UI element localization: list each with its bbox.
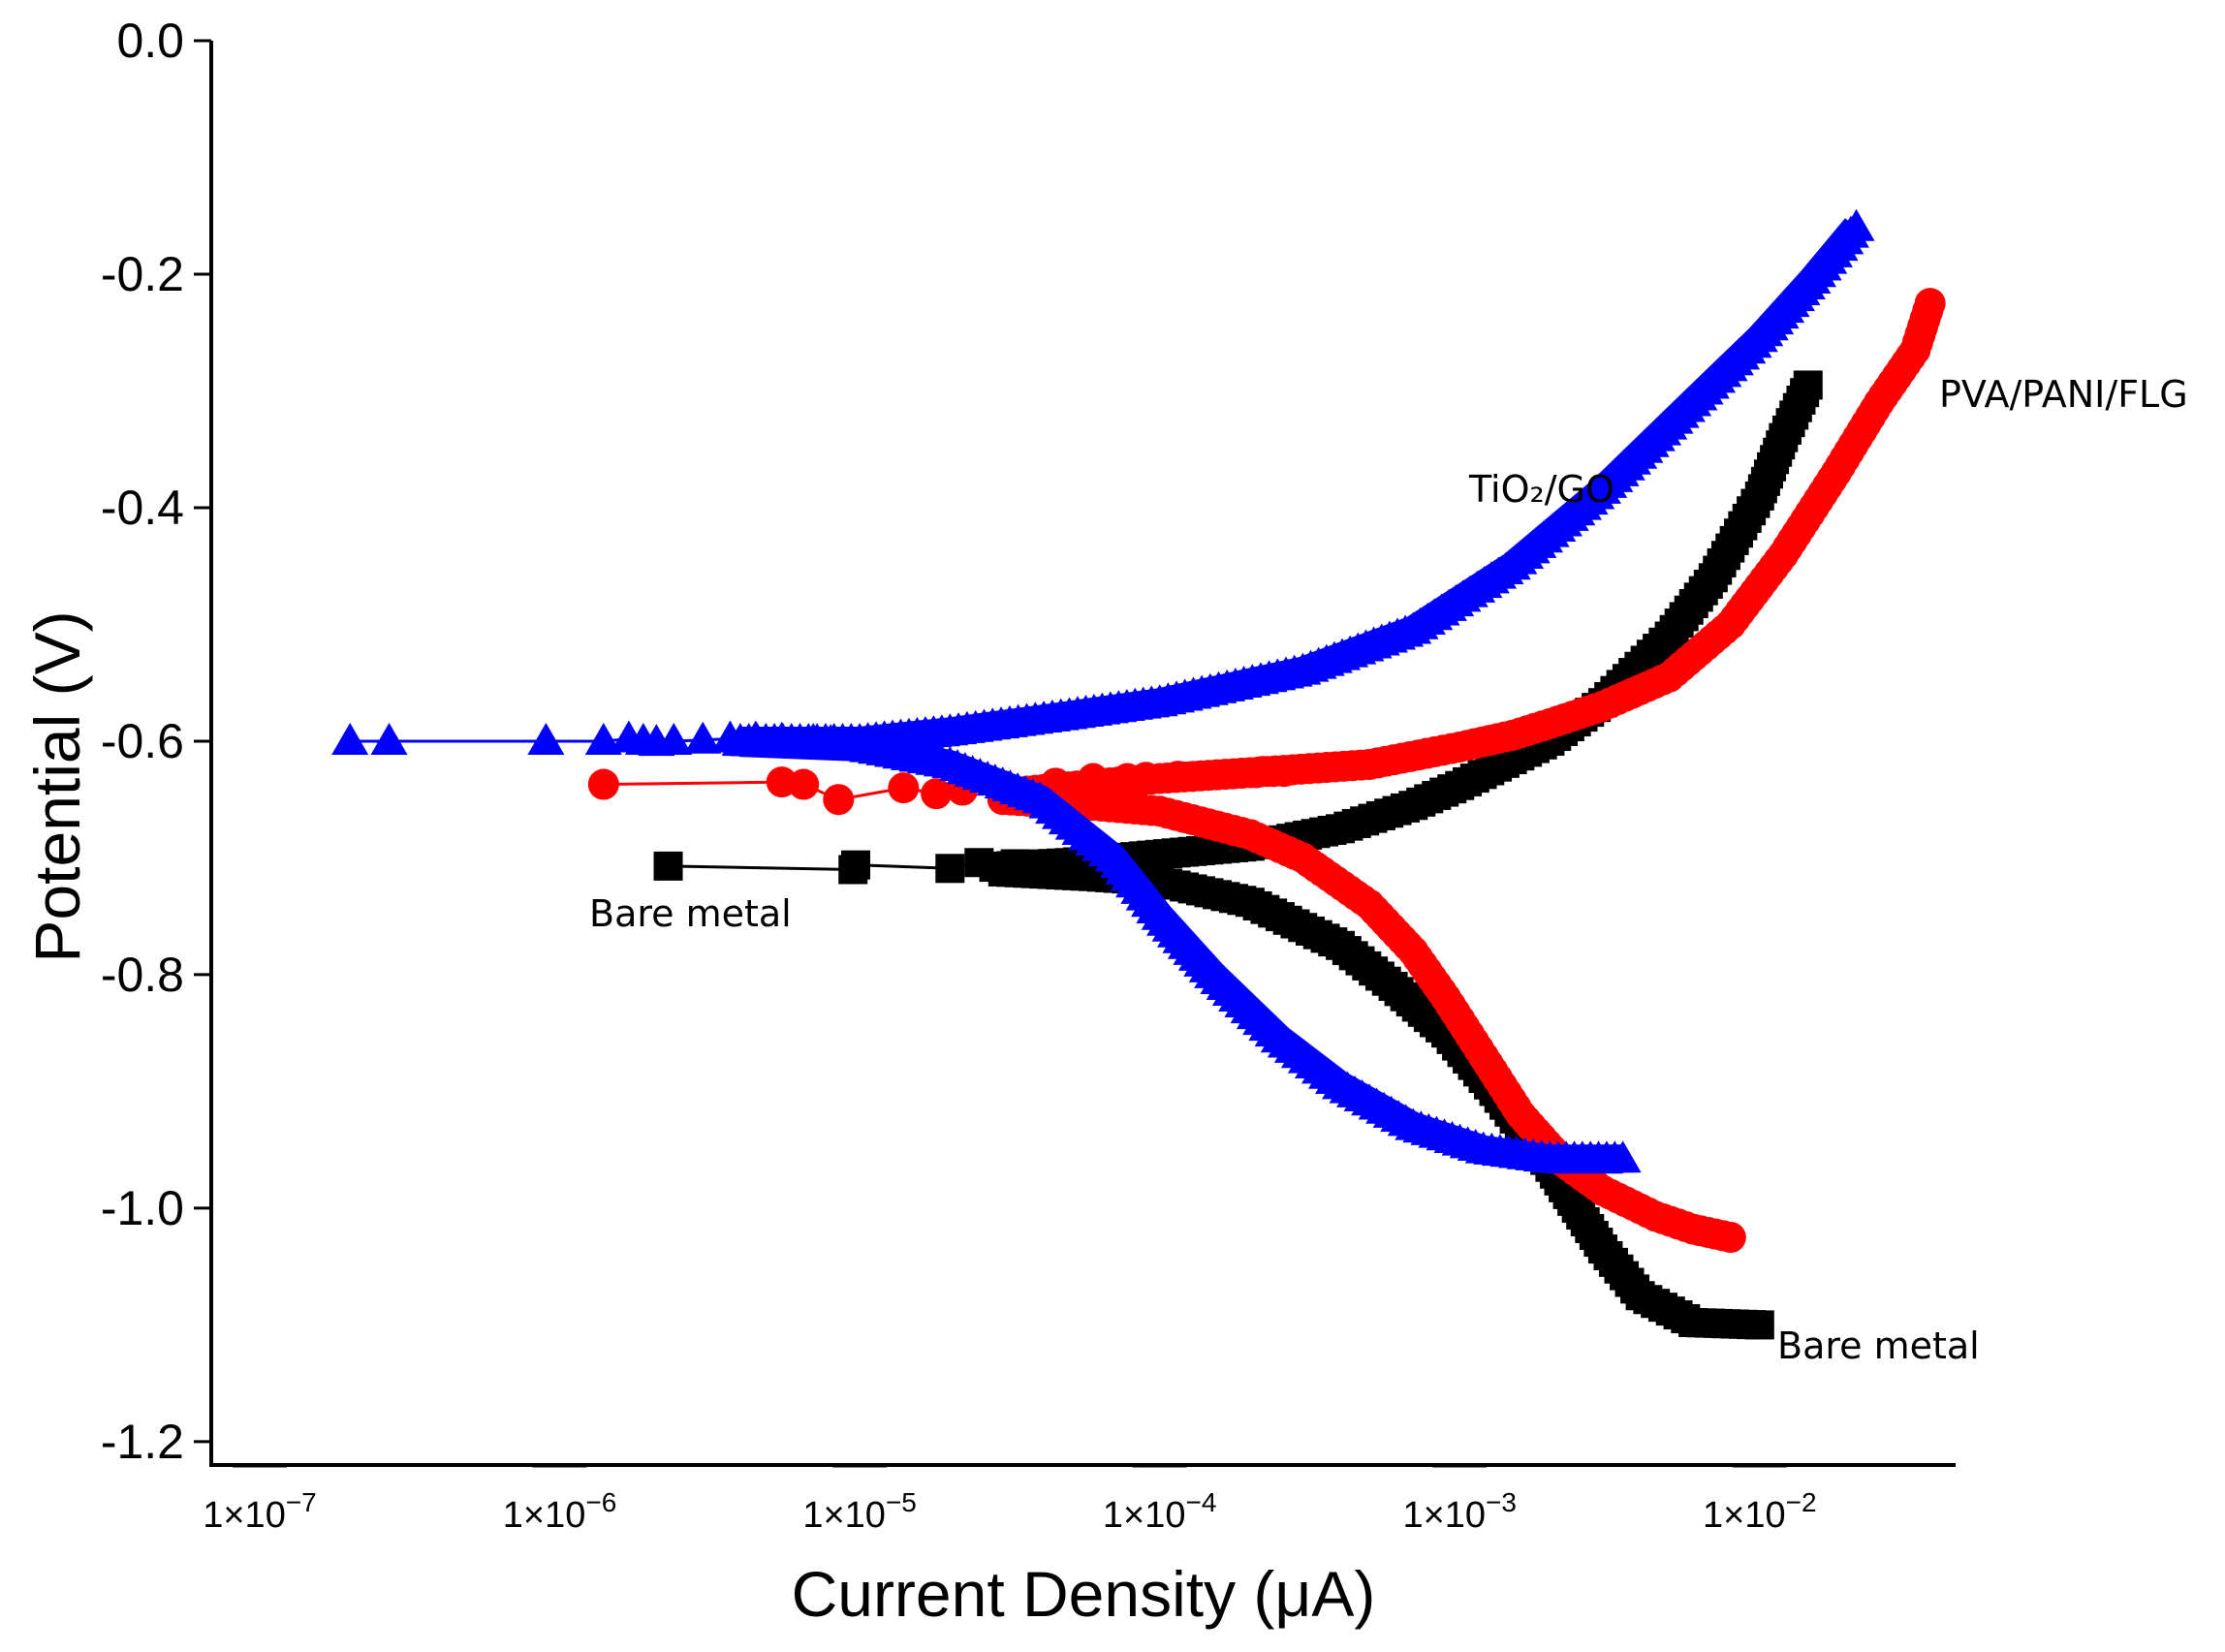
data-point-circle [587, 768, 619, 800]
annotation-tio2-go: TiO₂/GO [1468, 468, 1614, 511]
series-1 [587, 288, 1946, 1254]
x-tick-label: 1×10−6 [503, 1487, 617, 1536]
y-tick-label: 0.0 [116, 14, 184, 68]
x-tick-label: 1×10−3 [1402, 1487, 1517, 1536]
data-point-square [841, 850, 871, 880]
data-point-triangle [684, 721, 722, 754]
series-layer [331, 208, 1946, 1340]
data-point-square [653, 851, 683, 881]
x-tick-label: 1×10−4 [1103, 1487, 1217, 1536]
y-tick-label: -0.6 [101, 714, 184, 768]
data-point-triangle [370, 722, 408, 755]
annotation-bare-metal-right: Bare metal [1777, 1325, 1980, 1367]
x-tick-label: 1×10−2 [1703, 1487, 1817, 1536]
data-point-square [1793, 370, 1823, 400]
tick-layer: 0.0 -0.2 -0.4 -0.6 -0.8 -1.0 -1.2 1×10−7 1×10−6 1… [101, 14, 1817, 1536]
x-tick-label: 1×10−5 [802, 1487, 917, 1536]
data-point-triangle [527, 722, 565, 755]
x-axis-title: Current Density (μA) [792, 1558, 1376, 1630]
y-axis-title: Potential (V) [21, 610, 93, 962]
data-point-triangle [1837, 208, 1875, 241]
y-tick-label: -0.8 [101, 948, 184, 1002]
y-tick-label: -0.4 [101, 481, 184, 535]
annotation-bare-metal-left: Bare metal [589, 892, 792, 935]
series-2 [331, 208, 1875, 1174]
data-point-circle [788, 768, 820, 800]
data-point-triangle [1604, 1140, 1642, 1173]
data-point-circle [1714, 1222, 1746, 1254]
data-point-circle [823, 784, 855, 816]
annotation-pva-pani-flg: PVA/PANI/FLG [1939, 373, 2188, 416]
y-tick-label: -1.0 [101, 1181, 184, 1235]
data-point-square [1744, 1310, 1774, 1340]
y-tick-label: -0.2 [101, 247, 184, 301]
data-point-triangle [331, 722, 369, 755]
series-0 [653, 370, 1823, 1340]
data-point-circle [888, 772, 920, 804]
data-point-triangle [584, 722, 622, 755]
data-point-square [935, 854, 965, 884]
data-point-circle [921, 778, 953, 810]
x-tick-label: 1×10−7 [203, 1487, 317, 1536]
y-tick-label: -1.2 [101, 1415, 184, 1469]
data-point-circle [1914, 288, 1946, 320]
data-point-triangle [655, 722, 693, 755]
